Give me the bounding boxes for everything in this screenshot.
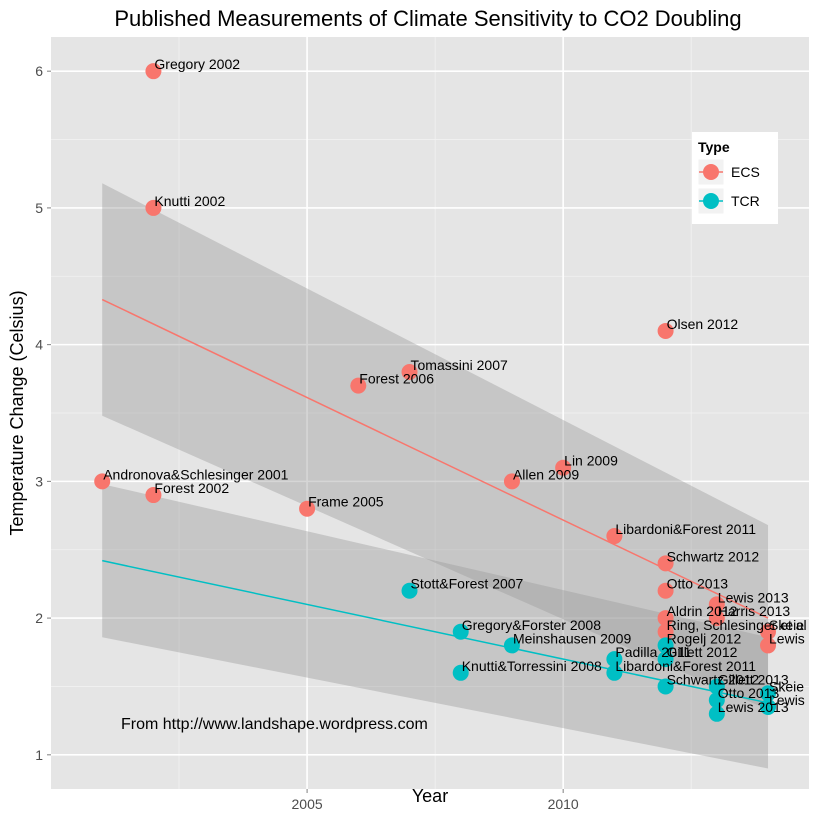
- data-point-tcr: [657, 678, 674, 695]
- data-point-ecs: [657, 582, 674, 599]
- data-label: Lewis 2013: [718, 589, 789, 605]
- data-label: Libardoni&Forest 2011: [615, 521, 756, 537]
- data-label: Lewis 2013: [718, 699, 789, 715]
- point-labels: Gregory 2002 Knutti 2002 Andronova&Schlesi…: [103, 56, 806, 715]
- confidence-band-ecs: [102, 183, 769, 710]
- data-label: Ring, Schlesinger et al: [667, 617, 807, 633]
- data-point-tcr: [760, 685, 777, 702]
- data-point-tcr: [452, 664, 469, 681]
- data-point-ecs: [350, 377, 367, 394]
- data-label: Rogelj 2012: [667, 630, 742, 646]
- legend-key-tcr: [703, 193, 719, 209]
- data-point-ecs: [657, 322, 674, 339]
- trend-line-ecs: [101, 298, 769, 619]
- data-label: Padilla 2011: [615, 644, 691, 660]
- data-point-ecs: [708, 610, 725, 627]
- data-point-tcr: [606, 664, 623, 681]
- y-tick-label: 2: [35, 610, 43, 626]
- grid-major: [51, 37, 809, 789]
- data-point-tcr: [452, 623, 469, 640]
- data-label: Harris 2013: [718, 603, 791, 619]
- data-label: Otto 2013: [718, 685, 780, 701]
- data-point-ecs: [760, 623, 777, 640]
- data-label: Tomassini 2007: [411, 357, 508, 373]
- data-point-tcr: [503, 637, 520, 654]
- data-point-tcr: [401, 582, 418, 599]
- legend-title: Type: [698, 139, 730, 155]
- data-point-ecs: [94, 473, 111, 490]
- chart-title: Published Measurements of Climate Sensit…: [114, 6, 741, 31]
- confidence-band-tcr: [102, 484, 769, 769]
- data-point-ecs: [503, 473, 520, 490]
- data-label: Stott&Forest 2007: [411, 576, 524, 592]
- data-label: Meinshausen 2009: [513, 630, 632, 646]
- data-label: Knutti 2002: [154, 193, 225, 209]
- data-point-ecs: [145, 199, 162, 216]
- y-axis-title: Temperature Change (Celsius): [7, 290, 27, 535]
- y-tick-label: 3: [35, 473, 43, 489]
- data-point-tcr: [708, 678, 725, 695]
- data-point-tcr: [657, 637, 674, 654]
- data-point-ecs: [555, 459, 572, 476]
- data-label: Aldrin 2012: [667, 603, 738, 619]
- data-label: Gillett 2013: [718, 671, 789, 687]
- legend-key-ecs: [703, 164, 719, 180]
- data-label: Frame 2005: [308, 494, 384, 510]
- x-tick-label: 2005: [292, 796, 323, 812]
- data-label: Forest 2006: [359, 371, 434, 387]
- data-points: [94, 63, 777, 722]
- data-label: Schwartz 2012: [667, 671, 760, 687]
- data-point-tcr: [606, 651, 623, 668]
- data-point-ecs: [657, 623, 674, 640]
- grid-minor: [51, 37, 809, 789]
- data-point-ecs: [760, 637, 777, 654]
- trend-line-tcr: [102, 559, 769, 704]
- data-label: Lewis: [769, 692, 805, 708]
- data-label: Gillett 2012: [667, 644, 738, 660]
- data-point-ecs: [145, 487, 162, 504]
- confidence-bands: [102, 183, 769, 769]
- data-point-ecs: [299, 500, 316, 517]
- data-label: Lewis: [769, 630, 805, 646]
- data-label: Skeie: [769, 678, 804, 694]
- data-label: Schwartz 2012: [667, 548, 760, 564]
- y-tick-label: 1: [35, 747, 43, 763]
- y-tick-label: 6: [35, 63, 43, 79]
- data-label: Otto 2013: [667, 576, 729, 592]
- data-label: Lin 2009: [564, 453, 618, 469]
- legend-label: TCR: [731, 193, 760, 209]
- data-label: Gregory 2002: [154, 56, 240, 72]
- data-point-ecs: [657, 555, 674, 572]
- y-tick-label: 5: [35, 200, 43, 216]
- legend: Type ECS TCR: [692, 132, 778, 224]
- data-point-ecs: [708, 596, 725, 613]
- data-label: Gregory&Forster 2008: [462, 617, 601, 633]
- x-axis-title: Year: [412, 786, 448, 806]
- data-point-tcr: [657, 651, 674, 668]
- data-point-tcr: [708, 705, 725, 722]
- y-tick-label: 4: [35, 337, 43, 353]
- data-label: Andronova&Schlesinger 2001: [103, 466, 288, 482]
- data-point-ecs: [606, 528, 623, 545]
- x-axis-ticks: 2005 2010: [292, 789, 579, 812]
- data-label: Allen 2009: [513, 466, 579, 482]
- data-label: Knutti&Torressini 2008: [462, 658, 602, 674]
- data-label: Forest 2002: [154, 480, 229, 496]
- y-axis-ticks: 1 2 3 4 5 6: [35, 63, 51, 763]
- data-point-ecs: [145, 63, 162, 80]
- source-annotation: From http://www.landshape.wordpress.com: [121, 716, 428, 733]
- data-point-tcr: [708, 692, 725, 709]
- x-tick-label: 2010: [548, 796, 579, 812]
- data-point-tcr: [760, 698, 777, 715]
- legend-label: ECS: [731, 164, 760, 180]
- data-label: Skeie: [769, 617, 804, 633]
- data-point-ecs: [401, 363, 418, 380]
- data-label: Libardoni&Forest 2011: [615, 658, 756, 674]
- trend-lines: [101, 298, 769, 704]
- data-label: Olsen 2012: [667, 316, 739, 332]
- data-point-ecs: [657, 610, 674, 627]
